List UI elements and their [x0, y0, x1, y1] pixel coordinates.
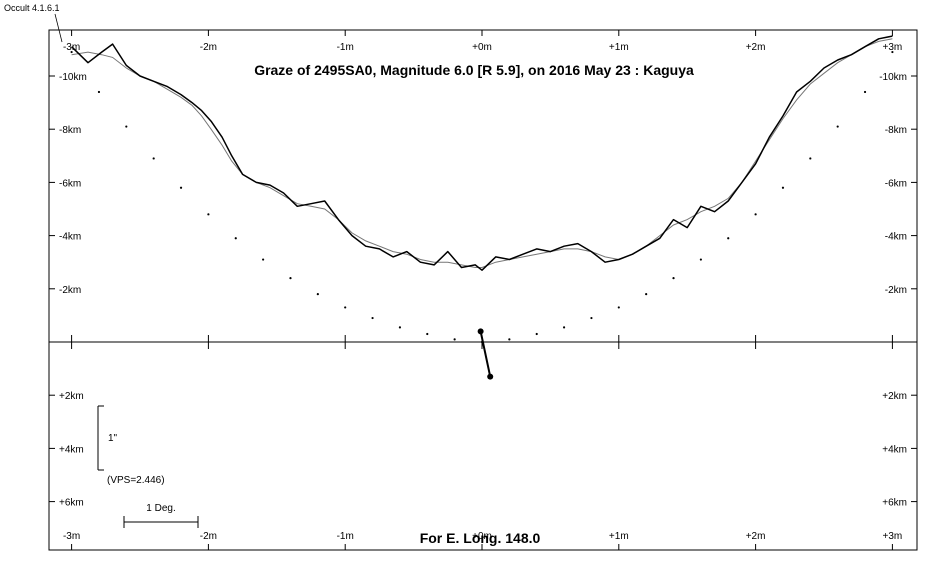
- limit-dot: [179, 186, 183, 189]
- y-tick-label-left: -2km: [59, 285, 81, 296]
- limit-dot: [426, 332, 429, 336]
- limb-profile-line: [71, 35, 893, 271]
- limit-dot: [645, 293, 648, 296]
- y-tick-label-right: +2km: [882, 391, 907, 402]
- x-tick-label-bottom: +0m: [472, 531, 492, 542]
- x-tick-label-top: +2m: [746, 42, 766, 53]
- y-tick-label-left: +4km: [59, 444, 84, 455]
- path-segment-start: [477, 328, 484, 335]
- limit-dot: [262, 258, 265, 261]
- path-segment-end: [487, 373, 494, 380]
- limit-dot: [152, 157, 155, 160]
- limit-dot: [70, 50, 73, 54]
- limit-dot: [672, 277, 675, 280]
- x-tick-label-bottom: +1m: [609, 531, 629, 542]
- limit-dot: [781, 186, 785, 189]
- y-tick-label-right: +4km: [882, 444, 907, 455]
- limit-dot: [535, 332, 538, 336]
- y-tick-label-right: -2km: [885, 285, 907, 296]
- limit-dot: [316, 293, 319, 296]
- y-tick-label-right: -6km: [885, 178, 907, 189]
- limit-dot: [590, 316, 593, 320]
- limit-dot: [727, 237, 730, 240]
- y-tick-label-left: -10km: [59, 72, 87, 83]
- x-tick-label-bottom: +2m: [746, 531, 766, 542]
- x-tick-label-bottom: -3m: [63, 531, 80, 542]
- limit-dot: [125, 125, 128, 128]
- smoothed-profile-line: [71, 38, 893, 268]
- limit-dots: [70, 50, 894, 344]
- x-tick-label-top: -1m: [337, 42, 354, 53]
- y-tick-label-left: +6km: [59, 498, 84, 509]
- limit-dot: [234, 237, 237, 240]
- y-tick-label-right: +6km: [882, 498, 907, 509]
- arcsec-scale-label: 1": [108, 433, 118, 444]
- x-tick-label-top: -2m: [200, 42, 217, 53]
- chart-title: Graze of 2495SA0, Magnitude 6.0 [R 5.9],…: [254, 62, 694, 78]
- limit-dot: [207, 213, 210, 216]
- y-tick-label-right: -4km: [885, 232, 907, 243]
- limit-dot: [562, 326, 566, 329]
- vps-label: (VPS=2.446): [107, 475, 165, 486]
- limit-dot: [863, 90, 867, 94]
- limit-dot: [398, 326, 402, 329]
- y-tick-label-left: -8km: [59, 125, 81, 136]
- x-tick-label-bottom: -2m: [200, 531, 217, 542]
- y-tick-label-right: -8km: [885, 125, 907, 136]
- x-tick-label-bottom: +3m: [883, 531, 903, 542]
- x-tick-label-top: +0m: [472, 42, 492, 53]
- y-tick-label-left: +2km: [59, 391, 84, 402]
- y-tick-label-right: -10km: [879, 72, 907, 83]
- limit-dot: [809, 157, 812, 160]
- degree-scale-label: 1 Deg.: [146, 503, 175, 514]
- x-tick-label-top: +1m: [609, 42, 629, 53]
- x-tick-label-bottom: -1m: [337, 531, 354, 542]
- star-path-segment: [477, 328, 494, 380]
- app-version-label: Occult 4.1.6.1: [4, 3, 60, 13]
- limit-dot: [289, 277, 292, 280]
- limit-dot: [344, 306, 347, 309]
- x-tick-label-top: +3m: [883, 42, 903, 53]
- y-tick-label-left: -6km: [59, 178, 81, 189]
- limit-dot: [754, 213, 757, 216]
- y-tick-label-left: -4km: [59, 232, 81, 243]
- limit-dot: [97, 90, 101, 94]
- limit-dot: [699, 258, 702, 261]
- limit-dot: [836, 125, 839, 128]
- path-segment-line: [479, 331, 492, 377]
- limit-dot: [453, 338, 456, 341]
- plot-frame: [48, 29, 918, 551]
- limit-dot: [371, 316, 374, 320]
- app-label-leader: [54, 13, 63, 43]
- limit-dot: [617, 306, 620, 309]
- limit-dot: [891, 50, 894, 54]
- limit-dot: [508, 338, 511, 341]
- chart-footer: For E. Long. 148.0: [420, 530, 541, 546]
